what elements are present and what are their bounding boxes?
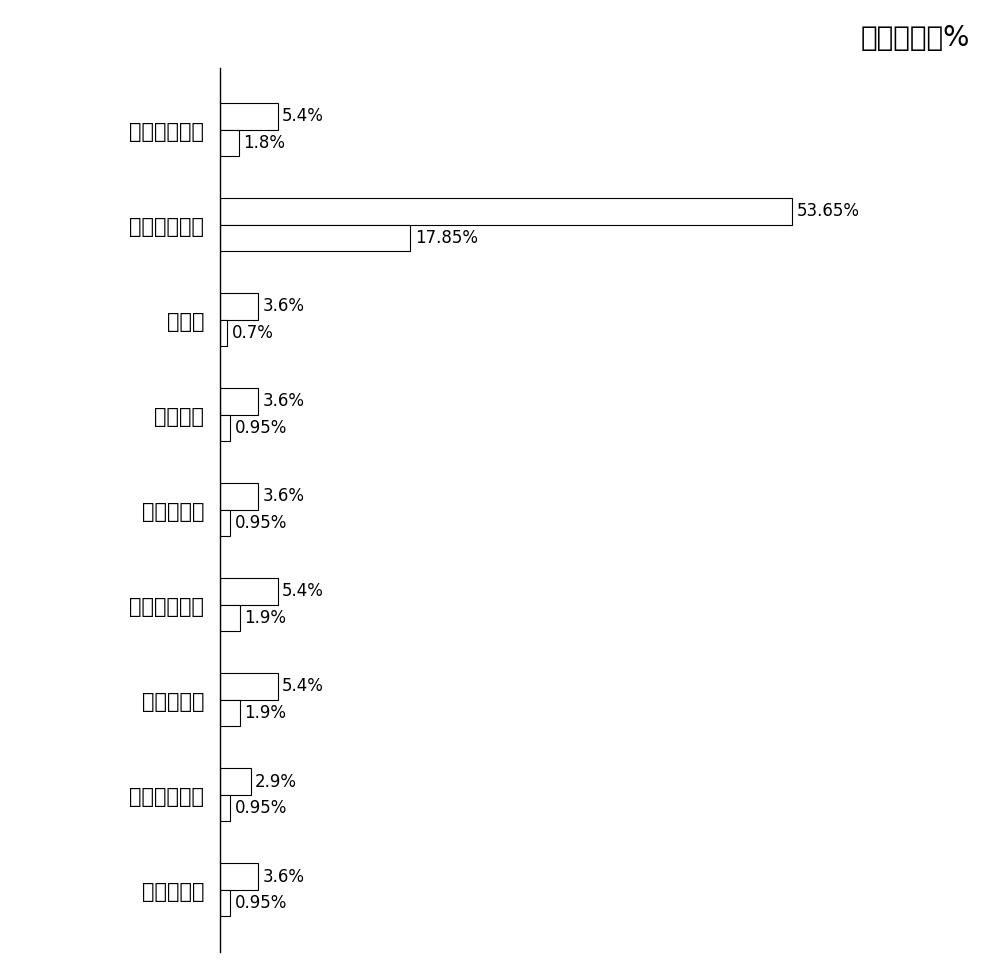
Text: 0.7%: 0.7% [232, 324, 274, 342]
Bar [220, 388, 258, 415]
Bar [220, 863, 258, 889]
Text: 3.6%: 3.6% [263, 297, 305, 316]
Text: 2.9%: 2.9% [255, 773, 297, 790]
Text: 1.8%: 1.8% [243, 134, 285, 152]
Text: 1.9%: 1.9% [245, 609, 287, 627]
Bar [220, 484, 258, 510]
Bar [220, 673, 278, 700]
Bar [220, 130, 239, 156]
Bar [220, 510, 230, 536]
Bar [220, 198, 792, 224]
Bar [220, 224, 410, 251]
Bar [220, 768, 251, 795]
Text: 0.95%: 0.95% [234, 894, 287, 912]
Text: 5.4%: 5.4% [282, 678, 324, 695]
Bar [220, 700, 240, 726]
Text: 5.4%: 5.4% [282, 583, 324, 600]
Text: 0.95%: 0.95% [234, 799, 287, 818]
Bar [220, 795, 230, 821]
Bar [220, 889, 230, 917]
Bar [220, 578, 278, 605]
Text: 0.95%: 0.95% [234, 514, 287, 532]
Bar [220, 293, 258, 319]
Text: 3.6%: 3.6% [263, 487, 305, 506]
Text: 17.85%: 17.85% [415, 229, 478, 247]
Text: 重量百分比%: 重量百分比% [861, 24, 970, 52]
Bar [220, 103, 278, 130]
Bar [220, 319, 227, 347]
Bar [220, 415, 230, 442]
Bar [220, 605, 240, 631]
Text: 0.95%: 0.95% [234, 419, 287, 437]
Text: 3.6%: 3.6% [263, 867, 305, 886]
Text: 53.65%: 53.65% [797, 202, 860, 220]
Text: 3.6%: 3.6% [263, 392, 305, 411]
Text: 1.9%: 1.9% [245, 704, 287, 722]
Text: 5.4%: 5.4% [282, 108, 324, 125]
